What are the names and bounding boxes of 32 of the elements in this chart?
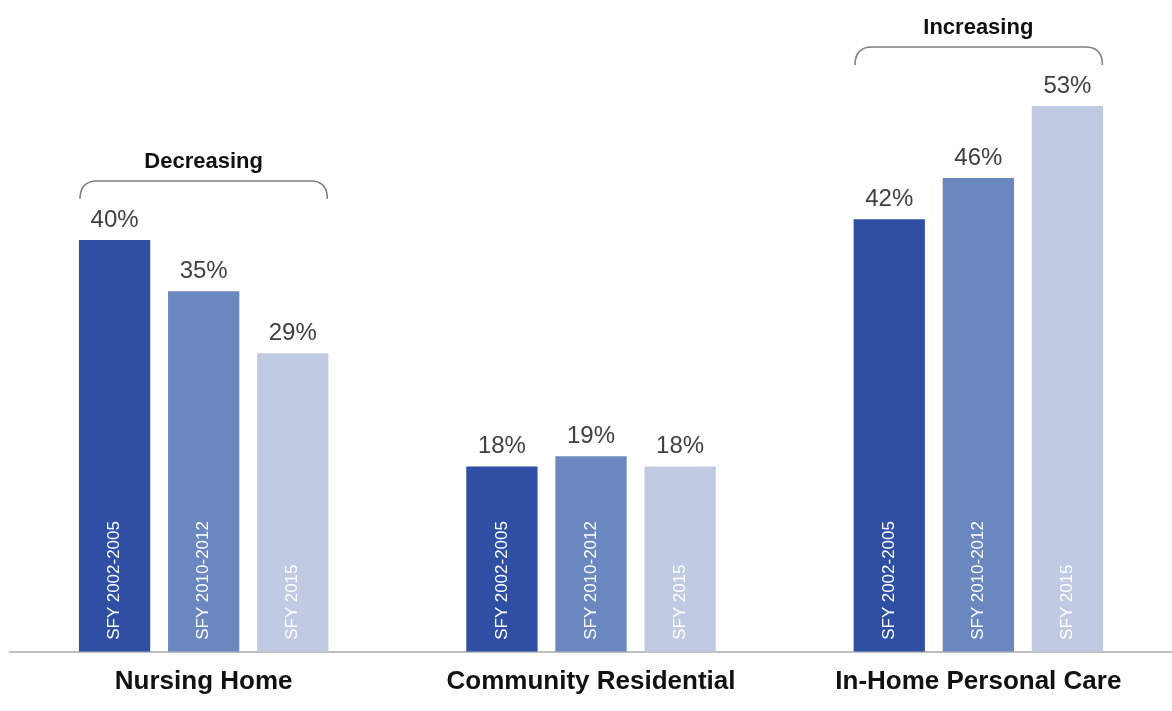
data-label: 18% [477, 431, 526, 459]
bar [78, 239, 151, 652]
x-tick-label: Nursing Home [114, 664, 293, 695]
data-label: 29% [268, 317, 317, 345]
data-label: 40% [90, 204, 139, 232]
bar [466, 466, 538, 652]
bar [257, 353, 329, 652]
text: SFY 2015 [669, 564, 689, 640]
bar [168, 291, 240, 652]
bar [1031, 106, 1104, 652]
text: SFY 2015 [1057, 564, 1077, 640]
data-label: 42% [865, 183, 914, 211]
data-label: 18% [656, 431, 705, 459]
bar [942, 178, 1014, 652]
text: Increasing [922, 14, 1035, 40]
data-label: 35% [179, 255, 228, 283]
bar [853, 219, 925, 652]
x-tick-label: In-Home Personal Care [835, 664, 1122, 695]
text: SFY 2002-2005 [878, 521, 898, 640]
data-label: 46% [954, 142, 1003, 170]
series-label: SFY 2010-2012 [193, 521, 213, 640]
text: SFY 2002-2005 [491, 521, 511, 640]
data-label: 19% [566, 420, 616, 448]
bar [644, 466, 716, 652]
data-label: 53% [1043, 70, 1092, 98]
series-label: SFY 2015 [282, 564, 302, 640]
text: SFY 2010-2012 [580, 521, 600, 640]
series-label: SFY 2002-2005 [104, 521, 124, 640]
text: SFY 2010-2012 [968, 521, 988, 640]
bar [555, 456, 627, 652]
x-tick-label: Community Residential [446, 664, 736, 695]
annotation: Decreasing [143, 147, 264, 174]
